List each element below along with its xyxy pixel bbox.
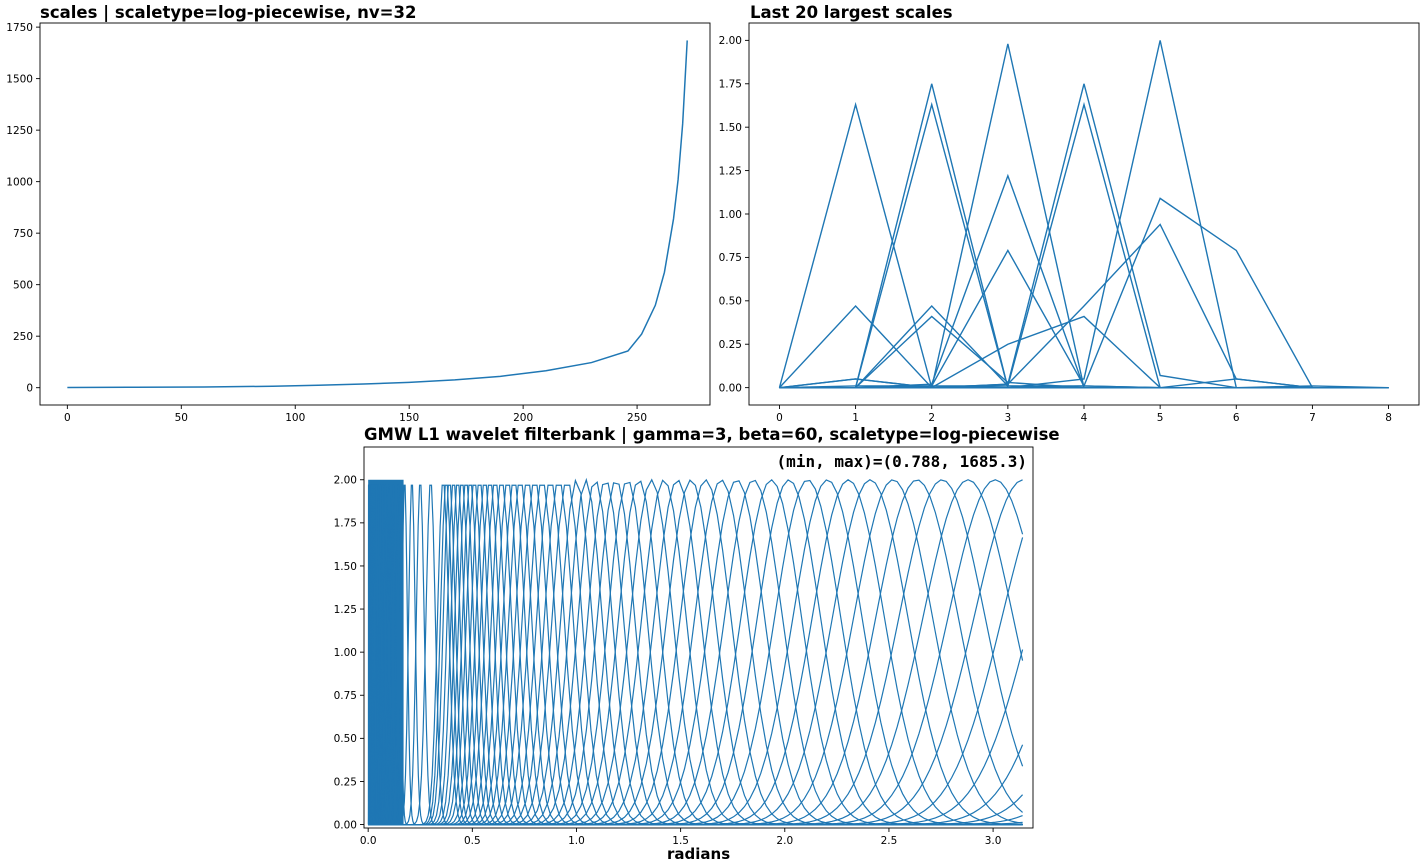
y-tick-label: 250 [13, 331, 33, 343]
y-tick-label: 1.00 [334, 647, 357, 659]
minmax-annotation: (min, max)=(0.788, 1685.3) [776, 452, 1027, 471]
x-axis-label-radians: radians [667, 845, 731, 863]
y-tick-label: 750 [13, 228, 33, 240]
x-tick-label: 3 [1005, 412, 1012, 424]
series-line-s2 [778, 305, 1389, 389]
y-tick-label: 2.00 [334, 475, 357, 487]
chart-title-last20: Last 20 largest scales [750, 3, 953, 22]
series-line-s8 [779, 43, 1389, 389]
x-tick-label: 200 [513, 412, 533, 424]
y-tick-label: 1250 [6, 125, 33, 137]
x-tick-label: 2 [928, 412, 935, 424]
y-tick-label: 1.75 [334, 518, 357, 530]
y-tick-label: 1.50 [719, 122, 742, 134]
x-tick-label: 7 [1309, 412, 1316, 424]
x-tick-label: 1.5 [672, 835, 689, 847]
series-line-s9 [779, 173, 1389, 389]
y-tick-label: 0.25 [334, 776, 357, 788]
x-tick-label: 8 [1385, 412, 1392, 424]
chart-title-filterbank: GMW L1 wavelet filterbank | gamma=3, bet… [364, 425, 1060, 444]
y-tick-label: 1.25 [334, 604, 357, 616]
axes-frame [39, 22, 711, 406]
x-tick-label: 0 [776, 412, 783, 424]
x-tick-label: 50 [175, 412, 188, 424]
x-tick-label: 2.5 [881, 835, 898, 847]
x-tick-label: 5 [1157, 412, 1164, 424]
series-line-scales [67, 40, 688, 389]
x-tick-label: 0.0 [360, 835, 377, 847]
y-tick-label: 1.50 [334, 561, 357, 573]
series-line-s13 [779, 101, 1389, 389]
wavelet-filter-50 [368, 484, 979, 826]
y-tick-label: 1500 [6, 73, 33, 85]
series-group [778, 40, 1389, 389]
y-tick-label: 0.00 [719, 382, 742, 394]
y-tick-label: 0.25 [719, 339, 742, 351]
plot-filterbank: 0.0 0.5 1.0 1.5 2.0 2.5 3.0 0.00 0.25 0.50 0.75 1.0… [334, 446, 1034, 847]
y-tick-label: 1.00 [719, 209, 742, 221]
series-line-s15 [779, 197, 1389, 389]
axes-frame [363, 446, 1034, 829]
plot-last20: 0 1 2 3 4 5 6 7 8 0.00 0.25 0.50 0.75 1.00 1.25 1.50 1.7… [719, 22, 1420, 424]
series-line-s1 [778, 101, 1389, 389]
x-tick-label: 4 [1081, 412, 1088, 424]
y-tick-label: 0.75 [719, 252, 742, 264]
y-tick-label: 1000 [6, 176, 33, 188]
x-tick-label: 150 [399, 412, 419, 424]
wavelet-filter-39 [368, 484, 742, 826]
series-line-s16 [779, 223, 1389, 389]
wavelet-filter-84 [368, 821, 1023, 826]
y-tick-label: 1750 [6, 22, 33, 34]
wavelet-filter-40 [368, 484, 759, 826]
x-tick-label: 3.0 [985, 835, 1002, 847]
series-line-s5 [779, 101, 1389, 389]
x-tick-label: 6 [1233, 412, 1240, 424]
series-line-s10 [779, 249, 1389, 389]
y-tick-label: 1.75 [719, 79, 742, 91]
x-tick-label: 100 [285, 412, 305, 424]
axes-frame [748, 22, 1420, 406]
series-group [367, 477, 1024, 826]
y-tick-label: 2.00 [719, 35, 742, 47]
y-tick-label: 500 [13, 279, 33, 291]
y-tick-label: 0.00 [334, 819, 357, 831]
wavelet-filter-33 [368, 484, 655, 826]
x-tick-label: 1 [852, 412, 859, 424]
plot-scales: 0 50 100 150 200 250 0 250 500 750 1000 1250 1500 175… [6, 22, 711, 424]
series-group [67, 40, 688, 389]
chart-title-scales: scales | scaletype=log-piecewise, nv=32 [40, 3, 417, 22]
series-line-s4 [779, 83, 1389, 389]
y-tick-label: 0.75 [334, 690, 357, 702]
x-tick-label: 2.0 [776, 835, 793, 847]
y-tick-label: 0 [26, 382, 33, 394]
y-tick-label: 0.50 [719, 296, 742, 308]
series-line-s6 [779, 305, 1389, 389]
x-tick-label: 0.5 [464, 835, 481, 847]
y-tick-label: 0.50 [334, 733, 357, 745]
series-line-s14 [779, 40, 1389, 389]
wavelet-filter-29 [368, 484, 609, 826]
series-line-s12 [779, 83, 1389, 389]
x-tick-label: 250 [627, 412, 647, 424]
x-tick-label: 1.0 [568, 835, 585, 847]
x-tick-label: 0 [64, 412, 71, 424]
y-tick-label: 1.25 [719, 165, 742, 177]
